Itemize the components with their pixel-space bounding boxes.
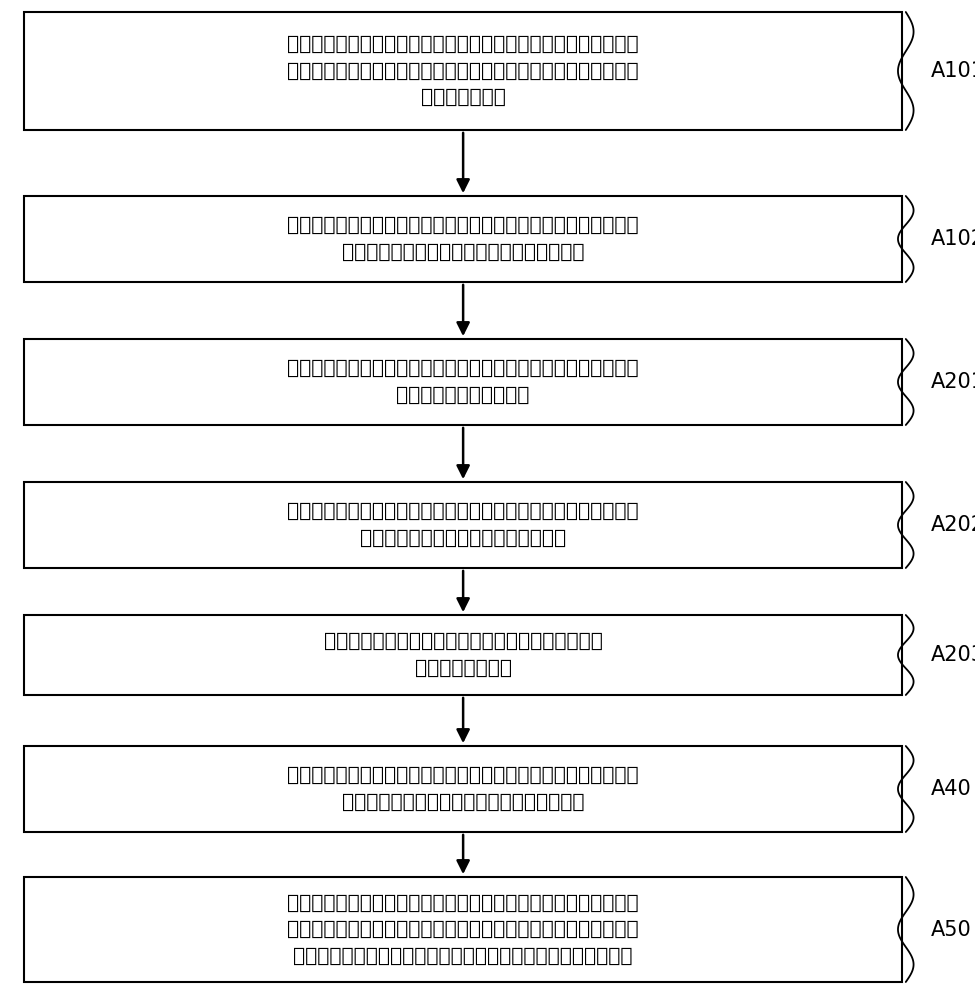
Text: A102: A102 [931,229,975,249]
FancyBboxPatch shape [24,339,902,425]
Text: A202: A202 [931,515,975,535]
Text: 端口扩展器将接收到的第一数据报文发送至输入队列，对输入队列
中的第一数据报文进行采样生成报文采样信息，获取本次采样时的
输入队列的长度: 端口扩展器将接收到的第一数据报文发送至输入队列，对输入队列 中的第一数据报文进行… [288,35,639,107]
Text: 端口扩展器根据第三优先级信息和预先分配的第二扩展通道信息生
成第二扩展标签，将第二扩展标签添加到第二数据报文的报文头中
形成第三数据报文并通过第二扩展通道信息对: 端口扩展器根据第三优先级信息和预先分配的第二扩展通道信息生 成第二扩展标签，将第… [288,894,639,966]
Text: 端口扩展器获取接收到的第二数据报文的报文头中的第二优先级信
息，将第二优先级信息映射为第三优先级信息: 端口扩展器获取接收到的第二数据报文的报文头中的第二优先级信 息，将第二优先级信息… [288,766,639,812]
FancyBboxPatch shape [24,196,902,282]
FancyBboxPatch shape [24,877,902,982]
Text: 端口扩展器获取第一扩展标签中的用以指示第一数据报文的优先级
的第一优先级信息和第一扩展通道信息: 端口扩展器获取第一扩展标签中的用以指示第一数据报文的优先级 的第一优先级信息和第… [288,502,639,548]
Text: A50: A50 [931,920,972,940]
FancyBboxPatch shape [24,615,902,695]
FancyBboxPatch shape [24,746,902,832]
Text: 端口扩展器根据报文采样信息、本次采样时的输入队列的长度和上
一次采样时的输入队列的长度，生成检测结果: 端口扩展器根据报文采样信息、本次采样时的输入队列的长度和上 一次采样时的输入队列… [288,216,639,262]
Text: 端口扩展器根据检测结果识别到发生拥塞时，从第一数据报文的报
文头中提取第一扩展标签: 端口扩展器根据检测结果识别到发生拥塞时，从第一数据报文的报 文头中提取第一扩展标… [288,359,639,405]
Text: A101: A101 [931,61,975,81]
Text: A203: A203 [931,645,975,665]
Text: 端口扩展器根据第一优先级信息和第一扩展通道信息
构造拥塞通告消息: 端口扩展器根据第一优先级信息和第一扩展通道信息 构造拥塞通告消息 [324,632,603,678]
Text: A201: A201 [931,372,975,392]
FancyBboxPatch shape [24,482,902,568]
FancyBboxPatch shape [24,12,902,130]
Text: A40: A40 [931,779,972,799]
